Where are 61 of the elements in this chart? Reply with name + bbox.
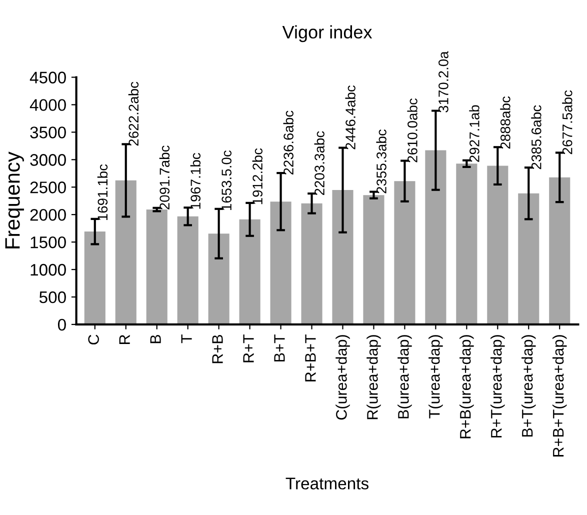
data-label: 3170.2.0a — [438, 51, 448, 112]
x-tick-label: R+B(urea+dap) — [460, 335, 474, 438]
x-tick-label: C — [88, 334, 99, 344]
y-tick-label: 4500 — [30, 72, 66, 84]
data-label: 2091.7abc — [159, 146, 170, 210]
x-tick-label: T — [181, 334, 192, 344]
bar — [146, 210, 168, 324]
data-label: 2446.4abc — [345, 85, 356, 150]
bar — [301, 203, 322, 324]
x-tick-label: R+T — [243, 334, 254, 362]
y-tick-label: 2000 — [30, 208, 66, 221]
bar — [332, 190, 354, 324]
bar — [84, 232, 106, 324]
bar — [425, 150, 446, 324]
y-tick-label: 3000 — [30, 154, 66, 166]
bar — [518, 193, 540, 324]
x-tick-label: R — [119, 334, 130, 344]
bar — [115, 180, 136, 324]
y-tick-label: 2500 — [30, 182, 66, 194]
y-tick-label: 1000 — [30, 264, 66, 276]
x-tick-label: B+T(urea+dap) — [522, 335, 536, 437]
x-tick-label: C(urea+dap) — [336, 335, 350, 420]
bar — [208, 234, 230, 324]
y-tick-label: 500 — [39, 291, 66, 304]
x-tick-label: R+B — [212, 334, 223, 364]
bar — [456, 164, 478, 324]
data-label: 1912.2bc — [252, 148, 262, 204]
y-tick-label: 0 — [58, 318, 66, 331]
y-tick-label: 3500 — [30, 126, 66, 138]
data-label: 2236.6abc — [283, 110, 294, 175]
x-tick-label: B — [150, 334, 161, 344]
x-tick-label: T(urea+dap) — [428, 335, 443, 418]
bar — [487, 166, 508, 324]
bar — [270, 202, 292, 324]
data-label: 2385.6abc — [531, 105, 542, 170]
y-tick-label: 4000 — [30, 99, 66, 111]
x-tick-label: R(urea+dap) — [366, 335, 381, 420]
data-label: 1691.1bc — [97, 164, 108, 220]
data-label: 2927.1ab — [469, 105, 480, 162]
x-tick-label: R+B+T — [305, 334, 316, 382]
x-tick-label: R+B+T(urea+dap) — [552, 335, 567, 456]
data-label: 2888abc — [500, 96, 510, 149]
bar — [394, 181, 416, 324]
data-label: 2203.3abc — [314, 131, 324, 196]
bar — [239, 219, 260, 324]
x-tick-label: R+T(urea+dap) — [490, 335, 505, 438]
bar — [177, 216, 198, 324]
data-label: 2622.2abc — [128, 82, 139, 146]
data-label: 1653.5.0c — [222, 150, 232, 210]
y-axis-title: Frequency — [5, 152, 24, 248]
data-label: 1967.1bc — [190, 153, 201, 209]
chart-title: Vigor index — [282, 25, 372, 42]
data-label: 2677.5abc — [562, 90, 572, 154]
data-label: 2355.3abc — [376, 129, 386, 194]
y-tick-label: 1500 — [30, 236, 66, 248]
x-tick-label: B+T — [274, 334, 285, 362]
bar — [363, 195, 384, 324]
x-tick-label: B(urea+dap) — [398, 335, 412, 418]
x-axis-title: Treatments — [286, 478, 368, 490]
bar — [549, 177, 570, 324]
data-label: 2610.0abc — [407, 98, 418, 162]
